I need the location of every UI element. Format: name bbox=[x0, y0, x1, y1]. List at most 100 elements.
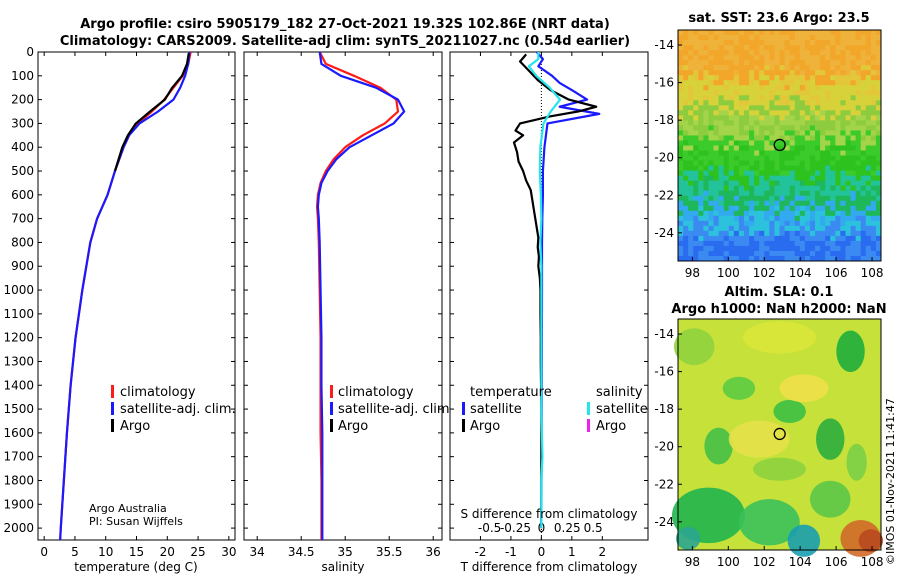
sst-cell bbox=[779, 100, 785, 106]
x-tick-label: 34.5 bbox=[288, 545, 315, 559]
sst-cell bbox=[855, 255, 862, 262]
sst-cell bbox=[835, 65, 841, 71]
sst-cell bbox=[870, 95, 877, 101]
sst-cell bbox=[825, 215, 831, 222]
sst-cell bbox=[728, 115, 735, 121]
sst-cell bbox=[845, 175, 851, 182]
sst-cell bbox=[830, 65, 836, 71]
sst-cell bbox=[784, 90, 791, 96]
sst-cell bbox=[754, 65, 760, 71]
sst-cell bbox=[830, 170, 836, 177]
sst-cell bbox=[683, 205, 689, 212]
sst-cell bbox=[764, 245, 770, 252]
sst-cell bbox=[733, 190, 740, 197]
sst-cell bbox=[815, 60, 821, 66]
sst-cell bbox=[683, 120, 689, 126]
sst-cell bbox=[678, 245, 684, 252]
sst-cell bbox=[870, 250, 877, 257]
sst-cell bbox=[698, 200, 704, 207]
sst-cell bbox=[713, 140, 719, 146]
difference-axes-frame bbox=[449, 51, 649, 541]
sst-cell bbox=[794, 75, 801, 81]
sst-cell bbox=[688, 30, 694, 36]
sst-cell bbox=[855, 140, 862, 146]
sst-cell bbox=[683, 215, 689, 222]
sst-cell bbox=[743, 85, 750, 91]
sst-cell bbox=[723, 65, 730, 71]
sst-cell bbox=[804, 220, 811, 227]
sst-cell bbox=[809, 60, 816, 66]
sst-cell bbox=[835, 145, 841, 151]
sla-blob bbox=[742, 321, 817, 354]
sst-cell bbox=[738, 120, 745, 126]
sst-cell bbox=[733, 125, 740, 131]
sst-cell bbox=[764, 170, 770, 177]
sst-cell bbox=[698, 70, 704, 76]
sla-blob bbox=[816, 418, 845, 460]
sst-cell bbox=[784, 60, 791, 66]
sst-cell bbox=[804, 175, 811, 182]
sst-cell bbox=[855, 175, 862, 182]
sst-cell bbox=[733, 35, 740, 41]
sst-cell bbox=[733, 145, 740, 151]
sst-cell bbox=[835, 200, 841, 207]
sst-cell bbox=[769, 150, 775, 156]
sst-cell bbox=[804, 210, 811, 217]
sst-cell bbox=[754, 250, 760, 257]
sst-cell bbox=[703, 155, 709, 161]
sst-cell bbox=[830, 210, 836, 217]
sst-cell bbox=[855, 75, 862, 81]
sst-cell bbox=[789, 195, 796, 202]
sst-cell bbox=[845, 30, 851, 36]
sst-cell bbox=[865, 115, 872, 121]
sst-cell bbox=[850, 205, 857, 212]
sst-cell bbox=[789, 175, 796, 182]
sst-cell bbox=[804, 85, 811, 91]
sst-cell bbox=[698, 95, 704, 101]
sst-cell bbox=[708, 55, 714, 61]
sst-cell bbox=[718, 200, 725, 207]
sst-cell bbox=[794, 145, 801, 151]
sst-cell bbox=[850, 45, 857, 51]
sst-cell bbox=[845, 35, 851, 41]
sst-cell bbox=[713, 50, 719, 56]
sst-cell bbox=[779, 250, 785, 257]
sst-cell bbox=[698, 245, 704, 252]
sst-cell bbox=[779, 50, 785, 56]
sst-cell bbox=[703, 195, 709, 202]
sst-cell bbox=[698, 255, 704, 262]
credit-org: Argo Australia bbox=[89, 502, 167, 515]
sst-cell bbox=[850, 225, 857, 232]
sst-cell bbox=[683, 195, 689, 202]
sst-cell bbox=[840, 215, 846, 222]
sst-cell bbox=[799, 230, 806, 237]
sst-cell bbox=[870, 110, 877, 116]
top-x-tick-label: -0.25 bbox=[500, 521, 531, 535]
sst-cell bbox=[738, 50, 745, 56]
sst-cell bbox=[678, 125, 684, 131]
sst-cell bbox=[743, 255, 750, 262]
sst-cell bbox=[728, 165, 735, 172]
sst-cell bbox=[860, 130, 867, 136]
sst-cell bbox=[723, 180, 730, 187]
sst-cell bbox=[804, 250, 811, 257]
sst-cell bbox=[774, 220, 780, 227]
sst-cell bbox=[840, 250, 846, 257]
sst-cell bbox=[693, 85, 699, 91]
sst-cell bbox=[718, 245, 725, 252]
sst-cell bbox=[759, 210, 765, 217]
sst-cell bbox=[815, 55, 821, 61]
sst-cell bbox=[759, 130, 765, 136]
sst-cell bbox=[860, 35, 867, 41]
sst-cell bbox=[825, 150, 831, 156]
sst-cell bbox=[840, 115, 846, 121]
sst-cell bbox=[759, 60, 765, 66]
sst-cell bbox=[815, 245, 821, 252]
sst-cell bbox=[688, 60, 694, 66]
sst-cell bbox=[749, 135, 755, 141]
sst-cell bbox=[728, 80, 735, 86]
sst-cell bbox=[779, 65, 785, 71]
sst-cell bbox=[703, 65, 709, 71]
sst-cell bbox=[845, 245, 851, 252]
sst-cell bbox=[738, 65, 745, 71]
